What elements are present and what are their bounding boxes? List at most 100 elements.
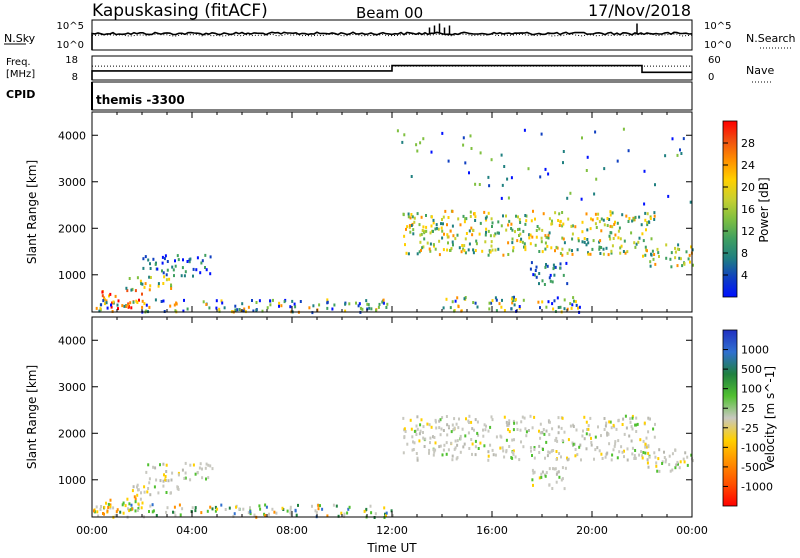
echo-cell <box>634 245 637 249</box>
echo-cell <box>411 448 414 452</box>
echo-cell <box>531 454 533 457</box>
echo-cell <box>422 431 424 434</box>
echo-cell <box>103 505 106 509</box>
echo-cell <box>488 307 491 311</box>
echo-cell <box>449 229 452 233</box>
echo-cell <box>181 507 184 511</box>
echo-cell <box>211 507 214 511</box>
echo-cell <box>99 307 102 311</box>
echo-cell <box>97 514 100 518</box>
echo-cell <box>428 451 430 455</box>
echo-cell <box>485 424 487 428</box>
echo-cell <box>468 414 471 418</box>
echo-cell <box>678 466 681 470</box>
echo-cell <box>121 503 124 507</box>
echo-cell <box>192 274 194 278</box>
echo-cell <box>435 226 438 230</box>
echo-cell <box>566 251 569 255</box>
echo-cell <box>434 441 437 445</box>
echo-cell <box>223 306 226 310</box>
echo-cell <box>676 460 679 464</box>
echo-cell <box>608 420 611 424</box>
echo-cell <box>143 490 146 494</box>
echo-cell <box>544 456 546 460</box>
echo-cell <box>404 243 406 247</box>
echo-cell <box>649 260 652 264</box>
echo-cell <box>522 445 525 449</box>
echo-cell <box>157 282 160 286</box>
echo-cell <box>238 507 241 511</box>
echo-cell <box>416 149 419 153</box>
echo-cell <box>560 426 563 430</box>
echo-cell <box>412 232 415 236</box>
echo-cell <box>538 227 541 231</box>
echo-cell <box>221 301 224 305</box>
echo-cell <box>442 248 445 252</box>
echo-cell <box>289 508 292 512</box>
echo-cell <box>664 460 667 464</box>
echo-cell <box>478 183 481 186</box>
echo-cell <box>145 309 148 313</box>
echo-cell <box>533 273 536 277</box>
echo-cell <box>575 428 578 432</box>
echo-cell <box>546 264 549 268</box>
echo-cell <box>377 305 380 309</box>
echo-cell <box>490 158 493 162</box>
echo-cell <box>127 507 129 511</box>
echo-cell <box>671 137 674 141</box>
echo-cell <box>420 215 423 219</box>
echo-cell <box>548 217 551 221</box>
echo-cell <box>519 221 522 224</box>
echo-cell <box>556 296 559 300</box>
echo-cell <box>626 458 629 462</box>
echo-cell <box>472 228 474 232</box>
colorbar-tick-label: 100 <box>741 383 762 396</box>
echo-cell <box>205 303 208 306</box>
echo-cell <box>337 514 340 518</box>
echo-cell <box>164 475 167 478</box>
echo-cell <box>530 261 533 265</box>
echo-cell <box>691 459 694 463</box>
echo-cell <box>692 263 694 267</box>
echo-cell <box>477 447 480 450</box>
echo-cell <box>478 232 481 236</box>
echo-cell <box>540 132 543 136</box>
echo-cell <box>127 305 130 309</box>
echo-cell <box>144 282 147 286</box>
echo-cell <box>165 491 168 494</box>
echo-cell <box>525 430 528 434</box>
echo-cell <box>481 249 484 253</box>
echo-cell <box>617 418 620 422</box>
echo-cell <box>407 215 410 219</box>
echo-cell <box>172 510 174 514</box>
echo-cell <box>426 422 429 426</box>
echo-cell <box>291 299 294 303</box>
echo-cell <box>575 303 578 307</box>
echo-cell <box>425 229 428 233</box>
echo-cell <box>602 218 605 222</box>
echo-cell <box>543 432 546 436</box>
echo-cell <box>134 289 137 293</box>
echo-cell <box>186 260 189 263</box>
echo-cell <box>264 514 267 517</box>
echo-cell <box>671 452 674 456</box>
echo-cell <box>590 443 593 447</box>
echo-cell <box>464 217 467 221</box>
y-tick-label: 2000 <box>58 222 86 235</box>
echo-cell <box>498 302 501 306</box>
echo-cell <box>432 218 435 222</box>
echo-cell <box>343 512 346 516</box>
echo-cell <box>548 433 551 437</box>
echo-cell <box>506 177 509 181</box>
echo-cell <box>647 465 650 469</box>
echo-cell <box>648 455 651 459</box>
echo-cell <box>554 265 557 269</box>
echo-cell <box>234 304 237 308</box>
echo-cell <box>590 217 592 221</box>
echo-cell <box>500 305 503 309</box>
echo-cell <box>510 227 513 230</box>
echo-cell <box>214 505 217 509</box>
echo-cell <box>184 461 187 465</box>
echo-cell <box>472 248 475 252</box>
echo-cell <box>220 503 223 507</box>
